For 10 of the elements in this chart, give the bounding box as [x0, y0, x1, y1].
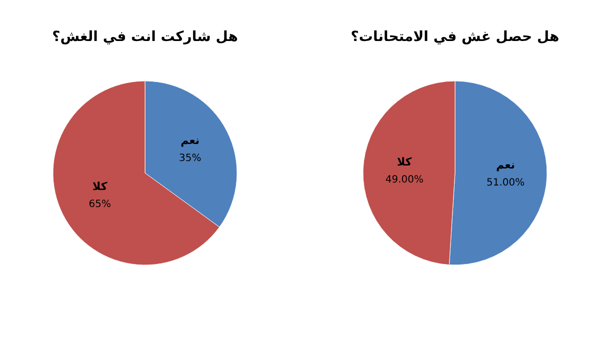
data-label: 35%: [178, 153, 202, 164]
slice-label: نعم: [496, 158, 516, 172]
chart-title: هل شاركت انت في الغش؟: [52, 29, 238, 45]
data-label: 65%: [88, 198, 112, 210]
slice-label: كلا: [92, 180, 108, 193]
chart-title: هل حصل غش في الامتحانات؟: [350, 29, 560, 45]
slice-label: نعم: [180, 134, 200, 148]
slice-label: كلا: [397, 155, 412, 168]
data-label: 49.00%: [385, 174, 424, 186]
data-label: 51.00%: [486, 178, 525, 189]
